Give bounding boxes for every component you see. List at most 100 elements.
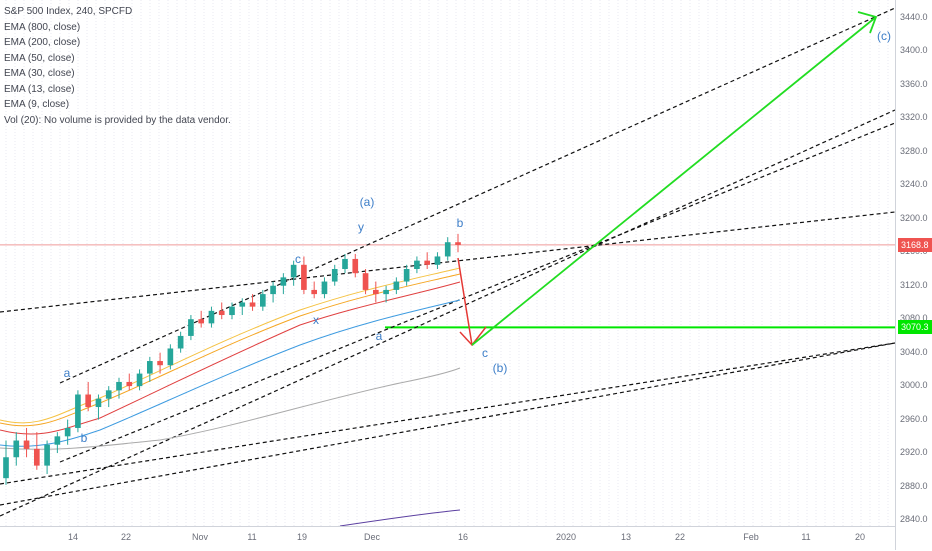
candle-body (352, 258, 359, 274)
candle-body (3, 457, 9, 479)
x-tick-label: 22 (674, 532, 686, 542)
candle-body (54, 436, 61, 445)
ema-line (0, 273, 461, 427)
x-tick-label: Nov (191, 532, 209, 542)
price-chart[interactable] (0, 0, 896, 527)
y-tick-label: 2920.0 (900, 447, 928, 458)
y-tick-label: 3320.0 (900, 112, 928, 123)
y-tick-label: 3200.0 (900, 212, 928, 223)
y-tick-label: 3400.0 (900, 45, 928, 56)
candle-body (229, 306, 235, 316)
wave-label-a2: a (375, 329, 383, 343)
legend-ema-13: EMA (13, close) (4, 83, 75, 95)
candle-body (64, 427, 71, 437)
candle-body (321, 281, 328, 295)
wave-label-y: y (358, 220, 364, 234)
candle-body (208, 310, 215, 324)
x-tick-label: Feb (743, 532, 759, 542)
y-tick-label: 3000.0 (900, 380, 928, 391)
wave-label-b1: b (80, 431, 88, 445)
legend-ema-50: EMA (50, close) (4, 52, 75, 64)
legend-ema-9: EMA (9, close) (4, 99, 70, 110)
legend-ema-200: EMA (200, close) (4, 37, 81, 48)
candle-body (259, 294, 266, 307)
candle-body (105, 390, 112, 399)
wave-label-x: x (313, 313, 319, 327)
trend-line (0, 211, 896, 313)
candle-body (13, 440, 20, 458)
red-projection-line (457, 257, 473, 346)
x-tick-label: 22 (120, 532, 132, 542)
candle-body (157, 361, 163, 366)
candle-body (424, 260, 431, 265)
x-tick-label: 11 (247, 532, 257, 542)
legend-title: S&P 500 Index, 240, SPCFD (4, 6, 133, 17)
y-tick-label: 3240.0 (900, 179, 928, 190)
candle-body (167, 348, 174, 366)
wave-label-a-paren: (a) (359, 195, 375, 209)
trend-line (59, 7, 896, 384)
wave-label-b2: b (456, 216, 464, 230)
candle-body (362, 273, 369, 290)
wave-label-c-paren: (c) (877, 29, 891, 43)
x-tick-label: 13 (620, 532, 632, 542)
candle-body (455, 242, 461, 245)
candle-body (383, 289, 389, 295)
candle-body (331, 269, 338, 282)
candle-body (414, 260, 420, 269)
time-axis[interactable]: 14 22 Nov 11 19 Dec 16 2020 13 22 Feb 11 20 (0, 526, 895, 551)
ema-line (0, 367, 461, 450)
y-tick-label: 2840.0 (900, 514, 928, 524)
wave-label-a1: a (63, 366, 71, 380)
chart-area[interactable]: S&P 500 Index, 240, SPCFD EMA (800, clos… (0, 0, 896, 550)
candle-body (33, 448, 40, 466)
y-tick-label: 3120.0 (900, 279, 928, 290)
candle-body (177, 335, 184, 349)
y-tick-label: 3280.0 (900, 145, 928, 156)
trend-line (0, 342, 896, 506)
candle-body (23, 440, 30, 449)
wave-label-c1: c (295, 252, 301, 266)
trend-line (59, 122, 896, 463)
candle-body (116, 381, 122, 391)
green-projection-line (471, 16, 877, 346)
candle-body (403, 269, 410, 282)
candle-body (249, 302, 256, 307)
ema-line (0, 299, 461, 447)
candle-body (218, 310, 225, 316)
ema-line (0, 281, 461, 435)
wave-label-c2: c (482, 346, 488, 360)
candle-body (126, 381, 133, 387)
candle-body (372, 289, 379, 295)
trend-line (0, 109, 896, 517)
candle-body (95, 398, 102, 408)
target-price-tag: 3070.3 (898, 320, 932, 335)
x-tick-label: 11 (801, 532, 811, 542)
candle-body (342, 258, 348, 269)
candle-body (393, 281, 400, 290)
chart-legend: S&P 500 Index, 240, SPCFD EMA (800, clos… (4, 4, 231, 128)
x-tick-label: 2020 (555, 532, 577, 542)
candle-body (75, 394, 81, 428)
ema-line (339, 509, 461, 527)
candle-body (270, 285, 276, 295)
x-tick-label: 16 (457, 532, 469, 542)
candle-body (146, 361, 153, 374)
candle-body (44, 444, 50, 466)
x-tick-label: 19 (296, 532, 308, 542)
ema-line (0, 267, 461, 424)
y-tick-label: 3040.0 (900, 346, 928, 357)
price-axis[interactable]: 2840.0 2880.0 2920.0 2960.0 3000.0 3040.0 3080… (895, 0, 932, 550)
candle-body (311, 289, 318, 295)
x-tick-label: 14 (67, 532, 79, 542)
y-tick-label: 3080.0 (900, 313, 928, 324)
last-price-tag: 3168.8 (898, 237, 932, 252)
candle-body (444, 242, 451, 257)
candle-body (198, 319, 205, 324)
y-tick-label: 2880.0 (900, 480, 928, 491)
candle-body (239, 302, 246, 307)
candle-body (290, 264, 297, 278)
green-arrowhead (857, 11, 878, 34)
y-tick-label: 3360.0 (900, 78, 928, 89)
legend-volume: Vol (20): No volume is provided by the d… (4, 114, 231, 126)
